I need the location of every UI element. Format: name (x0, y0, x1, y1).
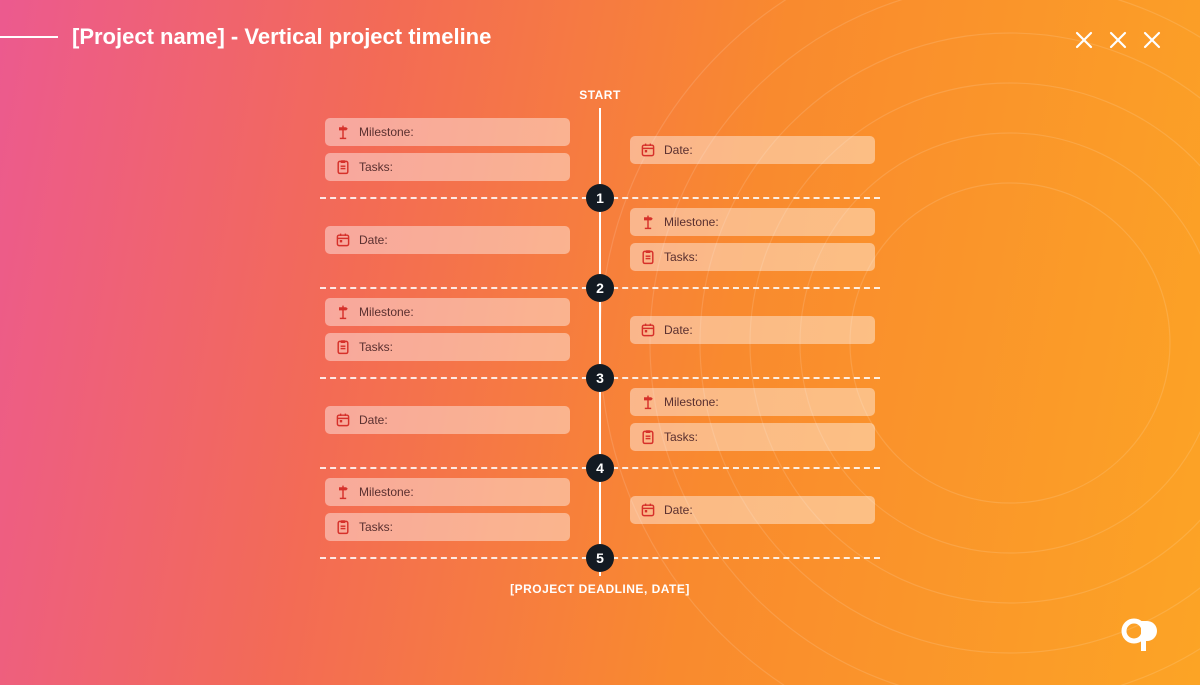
calendar-icon (335, 412, 351, 428)
calendar-icon (640, 142, 656, 158)
calendar-icon (335, 232, 351, 248)
calendar-icon (640, 502, 656, 518)
step-badge: 1 (586, 184, 614, 212)
signpost-icon (335, 304, 351, 320)
brand-logo (1120, 613, 1164, 657)
milestone-card[interactable]: Milestone: (630, 388, 875, 416)
date-label: Date: (664, 143, 693, 157)
milestone-label: Milestone: (359, 485, 414, 499)
date-label: Date: (359, 233, 388, 247)
tasks-label: Tasks: (359, 340, 393, 354)
header-accent-line (0, 36, 58, 38)
milestone-card[interactable]: Milestone: (325, 298, 570, 326)
x-mark-icon (1142, 30, 1162, 50)
signpost-icon (640, 394, 656, 410)
step-badge: 5 (586, 544, 614, 572)
milestone-label: Milestone: (664, 215, 719, 229)
row-right-column: Date: (630, 496, 875, 524)
step-badge: 4 (586, 454, 614, 482)
tasks-label: Tasks: (359, 520, 393, 534)
date-label: Date: (664, 323, 693, 337)
x-mark-icon (1074, 30, 1094, 50)
row-right-column: Date: (630, 136, 875, 164)
clipboard-icon (335, 339, 351, 355)
tasks-card[interactable]: Tasks: (325, 513, 570, 541)
clipboard-icon (640, 249, 656, 265)
tasks-label: Tasks: (664, 430, 698, 444)
step-badge: 3 (586, 364, 614, 392)
row-left-column: Milestone: Tasks: (325, 478, 570, 541)
signpost-icon (640, 214, 656, 230)
start-label: START (320, 88, 880, 102)
step-badge: 2 (586, 274, 614, 302)
timeline-row: Milestone:Tasks:Date:1 (320, 108, 880, 198)
date-card[interactable]: Date: (630, 496, 875, 524)
timeline-body: Milestone: Tasks: Date: 1 Date: Milestone: Tas… (320, 108, 880, 576)
tasks-label: Tasks: (359, 160, 393, 174)
milestone-card[interactable]: Milestone: (325, 118, 570, 146)
date-card[interactable]: Date: (325, 226, 570, 254)
row-right-column: Date: (630, 316, 875, 344)
milestone-label: Milestone: (359, 125, 414, 139)
clipboard-icon (640, 429, 656, 445)
milestone-card[interactable]: Milestone: (630, 208, 875, 236)
x-mark-icon (1108, 30, 1128, 50)
end-label: [PROJECT DEADLINE, DATE] (320, 582, 880, 596)
timeline: START Milestone:Tasks:Date:1Date:Milesto… (320, 88, 880, 596)
date-label: Date: (664, 503, 693, 517)
date-card[interactable]: Date: (630, 136, 875, 164)
date-label: Date: (359, 413, 388, 427)
tasks-card[interactable]: Tasks: (630, 423, 875, 451)
milestone-label: Milestone: (664, 395, 719, 409)
page-title: [Project name] - Vertical project timeli… (72, 24, 491, 50)
header-x-marks (1074, 30, 1162, 50)
date-card[interactable]: Date: (325, 406, 570, 434)
row-right-column: Milestone: Tasks: (630, 208, 875, 271)
tasks-card[interactable]: Tasks: (325, 333, 570, 361)
row-right-column: Milestone: Tasks: (630, 388, 875, 451)
date-card[interactable]: Date: (630, 316, 875, 344)
clipboard-icon (335, 159, 351, 175)
clipboard-icon (335, 519, 351, 535)
milestone-card[interactable]: Milestone: (325, 478, 570, 506)
calendar-icon (640, 322, 656, 338)
tasks-card[interactable]: Tasks: (325, 153, 570, 181)
signpost-icon (335, 484, 351, 500)
row-left-column: Date: (325, 406, 570, 434)
tasks-label: Tasks: (664, 250, 698, 264)
canvas: [Project name] - Vertical project timeli… (0, 0, 1200, 685)
tasks-card[interactable]: Tasks: (630, 243, 875, 271)
row-left-column: Milestone: Tasks: (325, 118, 570, 181)
milestone-label: Milestone: (359, 305, 414, 319)
signpost-icon (335, 124, 351, 140)
row-left-column: Milestone: Tasks: (325, 298, 570, 361)
row-left-column: Date: (325, 226, 570, 254)
